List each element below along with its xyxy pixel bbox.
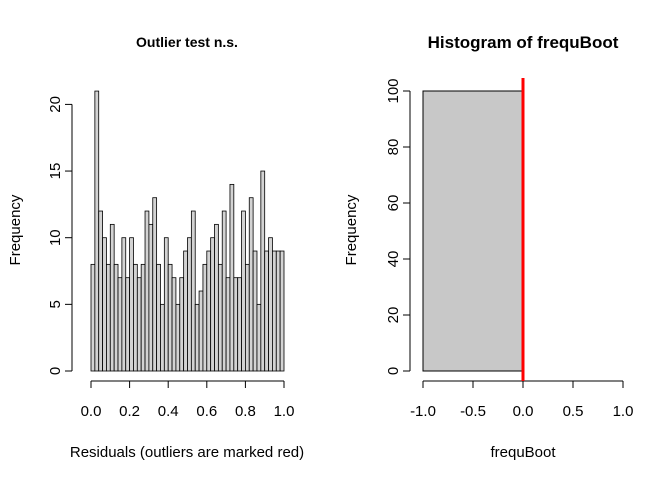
residual-bar bbox=[268, 237, 273, 372]
frequboot-bar bbox=[422, 90, 524, 372]
x-tick-label-frequboot: 0.0 bbox=[513, 403, 534, 420]
x-tick-label-residuals: 0.6 bbox=[196, 403, 217, 420]
residual-bar bbox=[279, 250, 285, 372]
residual-bar bbox=[167, 263, 173, 372]
residual-bar bbox=[187, 237, 192, 372]
residual-bar bbox=[210, 237, 215, 372]
residual-bar bbox=[163, 237, 169, 372]
residual-bar bbox=[90, 263, 96, 372]
frequboot-bars bbox=[422, 90, 524, 372]
residual-bar bbox=[264, 250, 269, 372]
y-tick-label-frequboot: 100 bbox=[385, 78, 402, 103]
x-tick-label-frequboot: -0.5 bbox=[460, 403, 486, 420]
y-tick-label-frequboot: 40 bbox=[385, 251, 402, 268]
x-tick-label-residuals: 0.8 bbox=[235, 403, 256, 420]
residual-bar bbox=[183, 250, 188, 372]
y-tick-label-frequboot: 0 bbox=[385, 367, 402, 375]
residual-bar bbox=[98, 210, 103, 372]
y-tick-label-residuals: 5 bbox=[47, 300, 64, 308]
residual-histogram-panel: Outlier test n.s. Residuals (outliers ar… bbox=[7, 34, 304, 461]
residual-bar bbox=[129, 237, 134, 372]
residual-bar bbox=[140, 263, 146, 372]
x-axis-label-residuals: Residuals (outliers are marked red) bbox=[70, 444, 304, 461]
residual-bar bbox=[106, 263, 111, 372]
residual-bar bbox=[252, 250, 258, 372]
chart-title-frequboot: Histogram of frequBoot bbox=[428, 33, 619, 52]
residual-bar bbox=[136, 277, 142, 372]
residual-bar bbox=[152, 197, 158, 372]
residual-bar bbox=[272, 250, 277, 372]
y-axis-label-frequboot: Frequency bbox=[343, 194, 360, 265]
residual-bar bbox=[94, 90, 100, 372]
residual-bar bbox=[237, 277, 242, 372]
x-tick-label-residuals: 0.2 bbox=[119, 403, 140, 420]
y-tick-label-residuals: 15 bbox=[47, 163, 64, 180]
y-tick-label-frequboot: 60 bbox=[385, 195, 402, 212]
residual-bar bbox=[260, 170, 266, 372]
x-tick-label-residuals: 1.0 bbox=[274, 403, 295, 420]
residual-bar bbox=[102, 237, 107, 372]
residual-bar bbox=[217, 263, 223, 372]
y-tick-label-residuals: 0 bbox=[47, 367, 64, 375]
residual-bar bbox=[241, 210, 246, 372]
x-tick-label-frequboot: 1.0 bbox=[613, 403, 634, 420]
residual-bar bbox=[275, 250, 281, 372]
residual-bar bbox=[109, 223, 115, 372]
residual-bars bbox=[90, 90, 285, 372]
residual-bar bbox=[121, 237, 127, 372]
residual-bar bbox=[179, 277, 185, 372]
frequboot-histogram-panel: Histogram of frequBoot frequBoot Frequen… bbox=[343, 33, 633, 461]
residual-bar bbox=[233, 277, 239, 372]
residual-bar bbox=[194, 303, 200, 372]
x-tick-label-frequboot: 0.5 bbox=[563, 403, 584, 420]
residual-bar bbox=[214, 223, 219, 372]
y-tick-label-residuals: 10 bbox=[47, 229, 64, 246]
x-tick-label-residuals: 0.4 bbox=[158, 403, 179, 420]
residual-bar bbox=[125, 277, 130, 372]
x-tick-label-residuals: 0.0 bbox=[81, 403, 102, 420]
residual-bar bbox=[144, 210, 150, 372]
residual-bar bbox=[175, 303, 181, 372]
y-tick-label-frequboot: 80 bbox=[385, 139, 402, 156]
residual-bar bbox=[133, 263, 138, 372]
y-tick-label-frequboot: 20 bbox=[385, 307, 402, 324]
residual-bar bbox=[148, 223, 154, 372]
residual-bar bbox=[171, 277, 177, 372]
residual-bar bbox=[198, 290, 204, 372]
residual-bar bbox=[244, 263, 250, 372]
residual-bar bbox=[113, 263, 119, 372]
residual-bar bbox=[190, 210, 196, 372]
x-axis-label-frequboot: frequBoot bbox=[490, 444, 556, 461]
residual-bar bbox=[256, 303, 262, 372]
residual-bar bbox=[248, 197, 254, 372]
y-axis-label-residuals: Frequency bbox=[7, 194, 24, 265]
residual-bar bbox=[117, 277, 123, 372]
chart-title-residuals: Outlier test n.s. bbox=[136, 34, 238, 50]
residual-axes: 0.0 0.2 0.4 0.6 0.8 1.0 0 5 10 15 20 bbox=[47, 96, 294, 420]
residual-bar bbox=[202, 263, 208, 372]
frequboot-axes: -1.0 -0.5 0.0 0.5 1.0 0 20 40 60 80 100 bbox=[385, 78, 633, 420]
residual-bar bbox=[225, 277, 231, 372]
residual-bar bbox=[206, 250, 212, 372]
residual-bar bbox=[221, 210, 227, 372]
residual-bar bbox=[156, 263, 161, 372]
residual-bar bbox=[160, 303, 165, 372]
residual-bar bbox=[229, 183, 235, 372]
y-tick-label-residuals: 20 bbox=[47, 96, 64, 113]
x-tick-label-frequboot: -1.0 bbox=[410, 403, 436, 420]
